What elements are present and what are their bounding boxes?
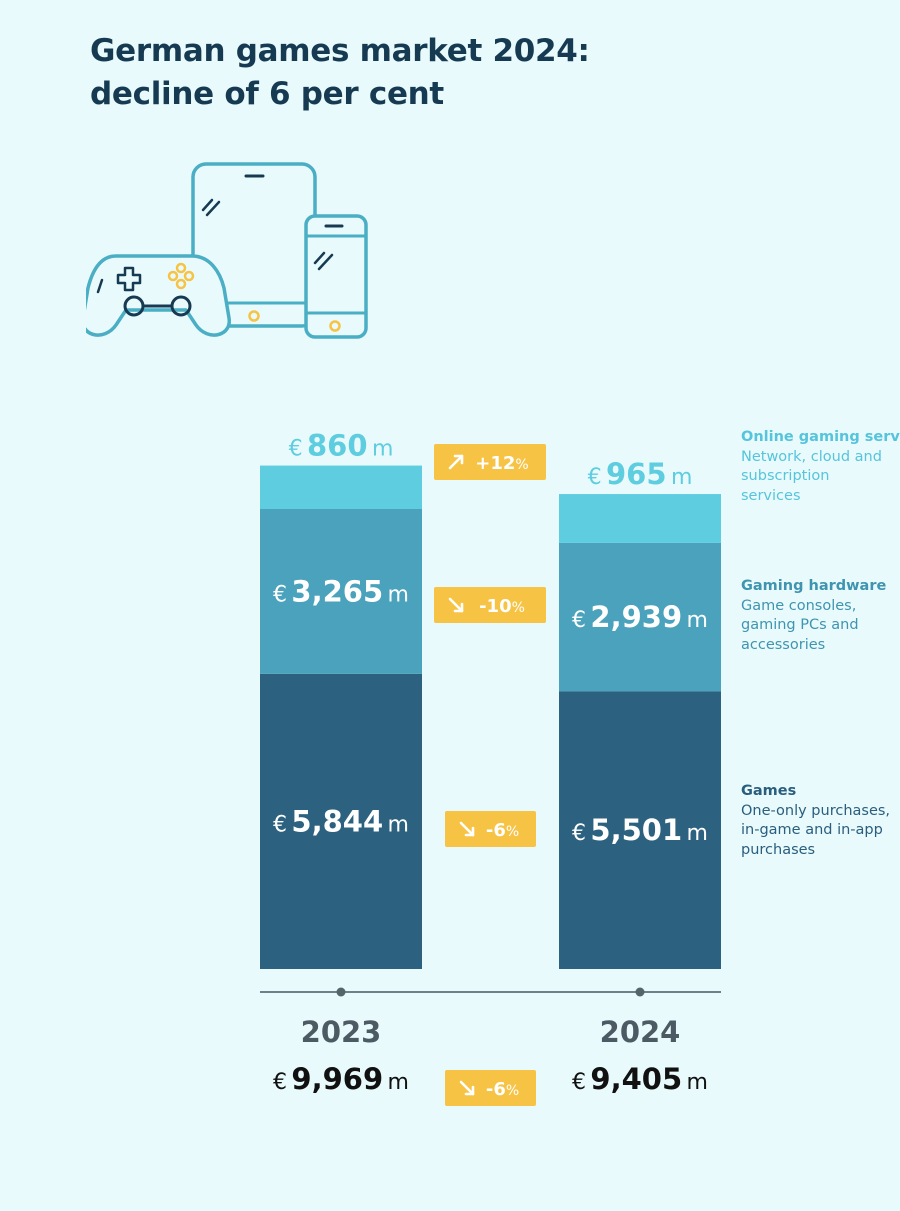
value-label-2023-online: € 860 m xyxy=(289,429,394,463)
legend-hardware-head: Gaming hardware xyxy=(741,578,887,594)
change-badge-online-gaming-services: +12% xyxy=(434,444,546,480)
bar-2023-hardware xyxy=(260,508,422,674)
legend-games: Games One-only purchases, in-game and in… xyxy=(741,782,896,860)
arrow-down-right-icon xyxy=(448,597,464,613)
change-badge-total: -6% xyxy=(445,1070,536,1106)
value-label-2024-games: € 5,501 m xyxy=(572,813,708,847)
value-label-2024-online: € 965 m xyxy=(588,457,693,491)
gaming-devices-illustration xyxy=(86,162,368,339)
arrow-down-right-icon xyxy=(459,821,475,837)
change-badge-gaming-hardware: -10% xyxy=(434,587,546,623)
axis-tick-2023 xyxy=(336,987,346,997)
bar-2023-games xyxy=(260,673,422,969)
value-label-2023-games: € 5,844 m xyxy=(273,804,409,838)
total-label-2024: € 9,405 m xyxy=(572,1062,708,1096)
change-label-total: -6% xyxy=(486,1079,519,1100)
legend-games-head: Games xyxy=(741,783,797,799)
total-label-2023: € 9,969 m xyxy=(273,1062,409,1096)
legend-hardware-desc: Game consoles, gaming PCs and accessorie… xyxy=(741,597,859,653)
change-badge-games: -6% xyxy=(445,811,536,847)
change-label-online-gaming-services: +12% xyxy=(475,453,528,474)
bar-2024-online xyxy=(559,494,721,543)
x-tick-label-2023: 2023 xyxy=(301,1015,382,1049)
legend-online-desc: Network, cloud and subscription services xyxy=(741,448,882,504)
change-label-games: -6% xyxy=(486,820,519,841)
bar-2023-online xyxy=(260,465,422,509)
arrow-up-right-icon xyxy=(448,454,464,470)
value-label-2023-hardware: € 3,265 m xyxy=(273,574,409,608)
axis-tick-2024 xyxy=(635,987,645,997)
legend-online-gaming-services: Online gaming services Network, cloud an… xyxy=(741,428,900,506)
game-controller-icon xyxy=(86,254,231,337)
x-tick-label-2024: 2024 xyxy=(600,1015,681,1049)
arrow-down-right-icon xyxy=(459,1080,475,1096)
title-line-1: German games market 2024: xyxy=(90,33,590,69)
value-label-2024-hardware: € 2,939 m xyxy=(572,600,708,634)
title-line-2: decline of 6 per cent xyxy=(90,76,444,112)
bar-2024-hardware xyxy=(559,542,721,692)
bar-2024-games xyxy=(559,691,721,969)
legend-games-desc: One-only purchases, in-game and in-app p… xyxy=(741,802,891,858)
change-label-gaming-hardware: -10% xyxy=(479,596,525,617)
page-title: German games market 2024: decline of 6 p… xyxy=(90,30,590,116)
legend-online-head: Online gaming services xyxy=(741,429,900,445)
smartphone-icon xyxy=(304,214,368,339)
legend-gaming-hardware: Gaming hardware Game consoles, gaming PC… xyxy=(741,577,900,655)
